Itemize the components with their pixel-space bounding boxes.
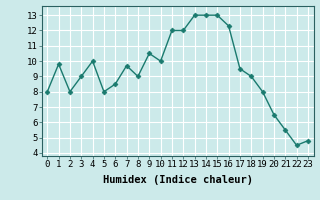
X-axis label: Humidex (Indice chaleur): Humidex (Indice chaleur) [103, 175, 252, 185]
